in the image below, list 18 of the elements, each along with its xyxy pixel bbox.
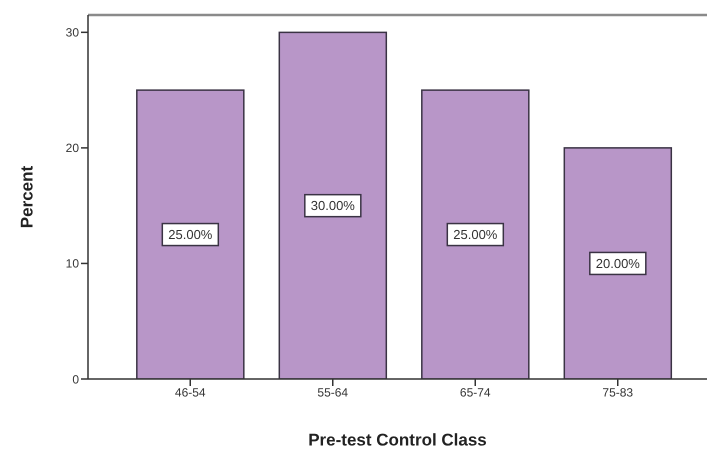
- bar: [136, 89, 245, 379]
- data-label: 25.00%: [453, 227, 498, 242]
- y-tick-label: 20: [66, 141, 80, 156]
- y-tick-label: 10: [66, 256, 80, 271]
- y-axis-title: Percent: [18, 165, 36, 228]
- y-tick-label: 0: [72, 372, 80, 386]
- bar: [564, 147, 672, 379]
- x-tick-label: 65-74: [460, 386, 491, 400]
- data-label: 30.00%: [310, 198, 356, 214]
- data-label: 25.00%: [168, 227, 213, 242]
- x-tick-label: 55-64: [317, 386, 348, 400]
- data-label: 20.00%: [596, 256, 640, 271]
- bar: [278, 32, 388, 379]
- x-tick-label: 75-83: [602, 386, 634, 400]
- x-axis-title: Pre-test Control Class: [308, 430, 487, 450]
- x-tick-label: 46-54: [174, 386, 206, 400]
- bar: [421, 89, 530, 379]
- y-tick-label: 30: [66, 26, 80, 40]
